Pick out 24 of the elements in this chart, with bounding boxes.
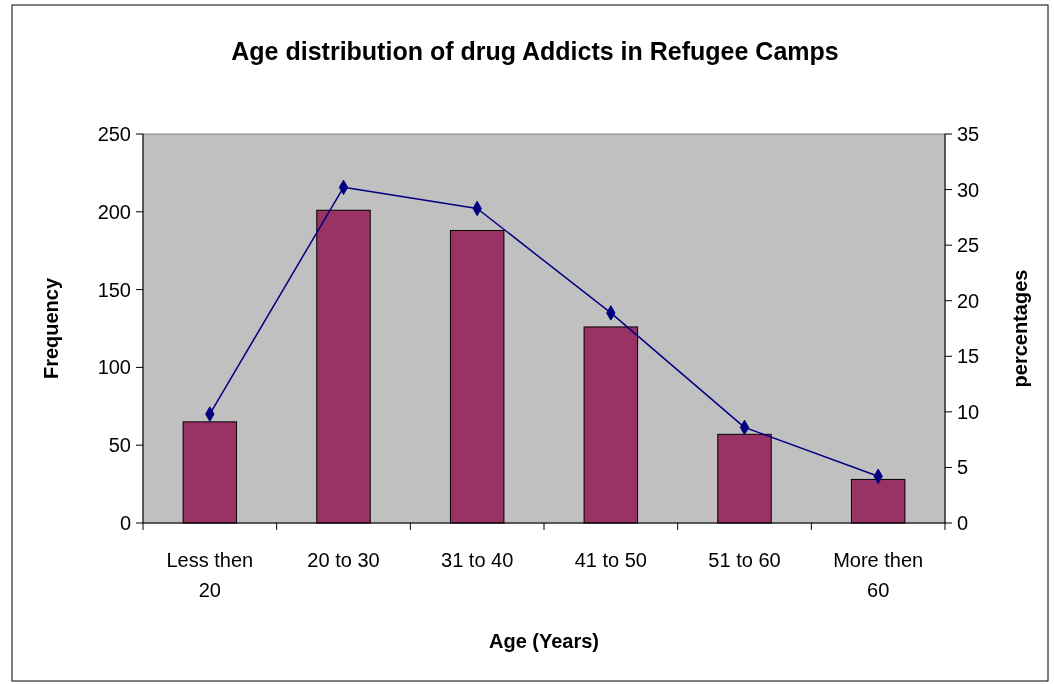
x-tick-label: 20 to 30 bbox=[307, 549, 380, 571]
x-tick-label: More then 60 bbox=[833, 549, 924, 601]
y2-tick-label: 30 bbox=[957, 178, 980, 201]
y-tick-label: 250 bbox=[97, 123, 131, 145]
y2-tick-label: 25 bbox=[957, 234, 980, 257]
y2-axis-title: percentages bbox=[1009, 269, 1031, 388]
y2-tick-label: 0 bbox=[957, 512, 969, 534]
x-tick-label: 31 to 40 bbox=[441, 549, 514, 571]
y-tick-label: 150 bbox=[97, 278, 131, 301]
chart-title: Age distribution of drug Addicts in Refugee Camps bbox=[231, 37, 839, 65]
y2-tick-label: 5 bbox=[957, 456, 969, 479]
x-tick-label: 51 to 60 bbox=[708, 549, 781, 571]
x-axis-title: Age (Years) bbox=[488, 630, 600, 652]
x-tick-label: 41 to 50 bbox=[574, 549, 647, 571]
y-tick-label: 50 bbox=[108, 434, 131, 457]
y2-tick-label: 15 bbox=[957, 345, 980, 368]
y-tick-label: 0 bbox=[119, 512, 131, 534]
y-tick-label: 100 bbox=[97, 356, 131, 379]
y-axis-title: Frequency bbox=[40, 277, 62, 380]
y2-tick-label: 10 bbox=[957, 400, 980, 423]
y-tick-label: 200 bbox=[97, 200, 131, 223]
y2-tick-label: 35 bbox=[957, 123, 980, 145]
y2-tick-label: 20 bbox=[957, 289, 980, 312]
x-tick-label: Less then 20 bbox=[166, 549, 254, 601]
